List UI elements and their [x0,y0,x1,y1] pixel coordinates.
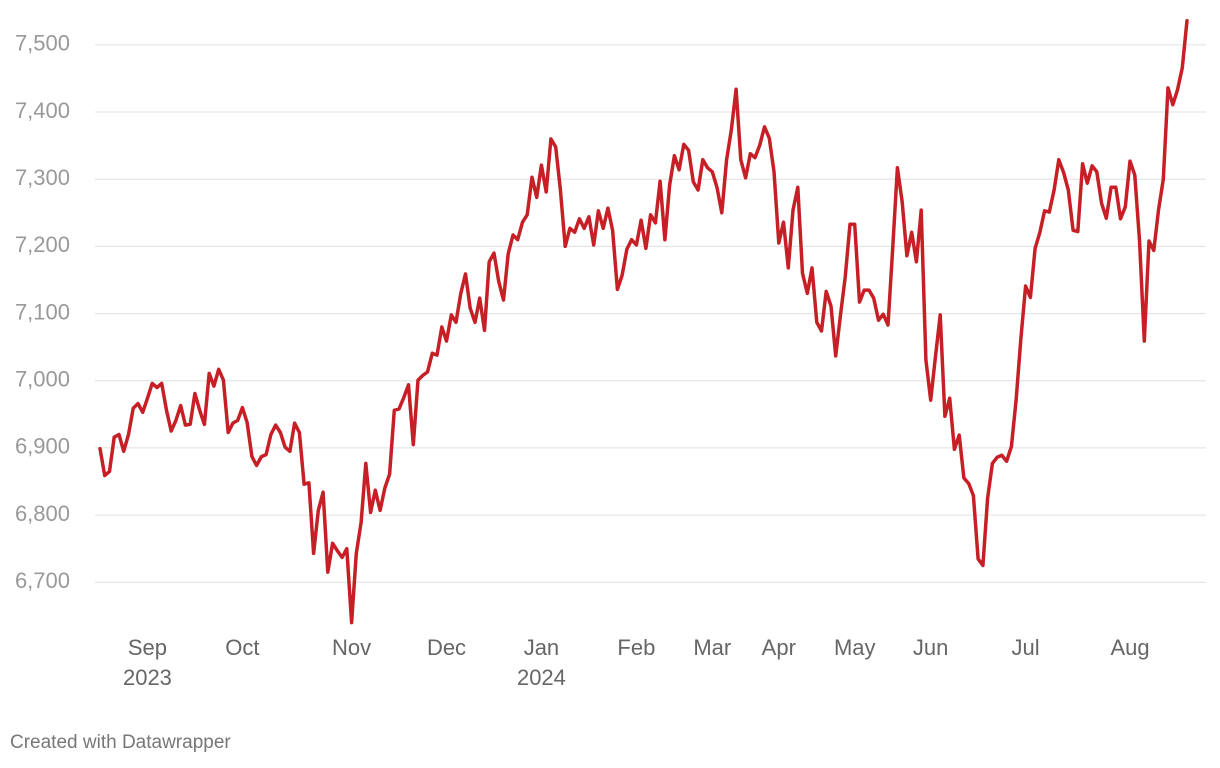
y-tick-label: 7,500 [15,31,70,56]
y-tick-label: 7,200 [15,232,70,257]
x-tick-label: Sep 2023 [122,635,172,690]
y-tick-label: 6,700 [15,568,70,593]
y-tick-label: 7,300 [15,165,70,190]
x-tick-label: Feb [617,635,656,660]
x-tick-label: Aug [1110,635,1150,660]
y-tick-label: 7,000 [15,367,70,392]
x-tick-label: Apr [761,635,796,660]
x-tick-label: Dec [426,635,467,660]
x-tick-label: Jul [1011,635,1040,660]
line [98,18,1189,625]
y-tick-label: 6,900 [15,434,70,459]
x-tick-label: Oct [225,635,260,660]
x-tick-label: Mar [693,635,732,660]
x-tick-label: May [833,635,876,660]
y-tick-label: 7,400 [15,98,70,123]
x-tick-label: Jun [912,635,949,660]
x-tick-label: Jan 2024 [516,635,566,690]
y-tick-label: 7,100 [15,299,70,324]
x-tick-label: Nov [332,635,372,660]
footer: Created with Datawrapper [10,732,231,753]
y-tick-label: 6,800 [15,501,70,526]
